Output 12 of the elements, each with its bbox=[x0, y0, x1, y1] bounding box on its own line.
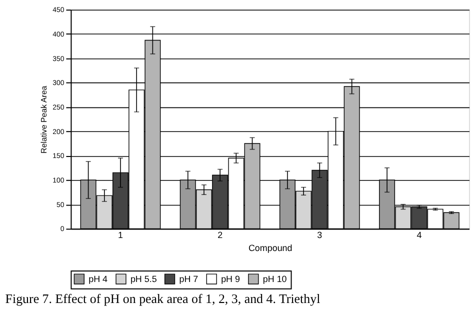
legend-label: pH 5.5 bbox=[130, 274, 157, 284]
legend-label: pH 7 bbox=[179, 274, 198, 284]
x-tick-label: 1 bbox=[118, 230, 123, 240]
legend-label: pH 9 bbox=[221, 274, 240, 284]
caption: Figure 7. Effect of pH on peak area of 1, 2, 3, and 4. Triethyl bbox=[5, 290, 321, 306]
legend-label: pH 4 bbox=[88, 274, 108, 284]
x-tick-label: 3 bbox=[317, 230, 322, 240]
legend-label: pH 10 bbox=[262, 274, 287, 284]
x-tick-label: 4 bbox=[416, 230, 422, 240]
x-tick-label: 2 bbox=[218, 230, 223, 240]
x-axis-title: Compound bbox=[248, 243, 292, 254]
y-axis-title: Relative Peak Area bbox=[40, 85, 49, 154]
